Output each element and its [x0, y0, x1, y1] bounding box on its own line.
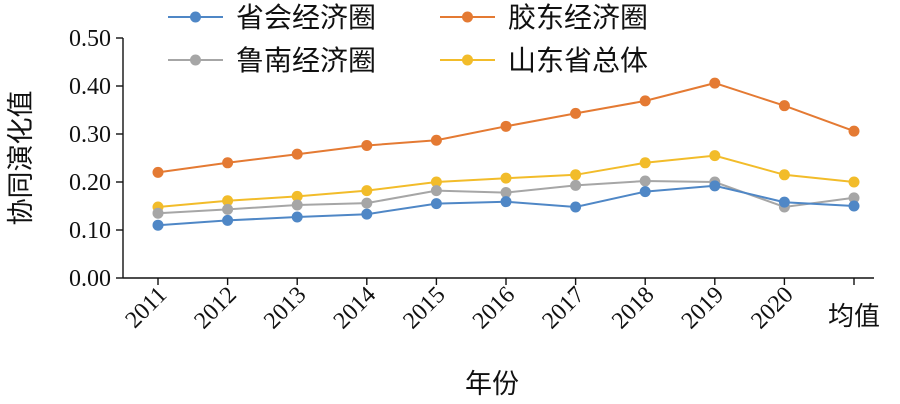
data-point — [222, 195, 234, 207]
data-point — [430, 134, 442, 146]
data-point — [222, 203, 234, 215]
data-point — [500, 172, 512, 184]
series-layer — [152, 77, 860, 231]
y-tick-label: 0.40 — [69, 74, 111, 100]
data-point — [222, 214, 234, 226]
x-tick-label: 2016 — [468, 282, 520, 334]
data-point — [291, 199, 303, 211]
data-point — [500, 196, 512, 208]
x-tick-label: 2020 — [746, 282, 798, 334]
data-point — [570, 169, 582, 181]
data-point — [570, 179, 582, 191]
legend-label: 省会经济圈 — [236, 1, 376, 34]
legend-marker — [190, 54, 201, 66]
data-point — [152, 207, 164, 219]
x-tick-label: 2011 — [121, 282, 173, 334]
y-tick-label: 0.30 — [69, 122, 111, 148]
legend-label: 鲁南经济圈 — [236, 44, 376, 77]
data-point — [848, 200, 860, 212]
legend-item: 山东省总体 — [440, 44, 648, 77]
y-tick-label: 0.10 — [69, 218, 111, 244]
y-tick-label: 0.50 — [69, 26, 111, 52]
data-point — [291, 148, 303, 160]
data-point — [430, 176, 442, 188]
x-tick-label: 2012 — [190, 282, 242, 334]
data-point — [778, 100, 790, 112]
data-point — [361, 208, 373, 220]
legend-marker — [462, 54, 473, 66]
data-point — [430, 185, 442, 197]
y-axis: 0.00 0.10 0.20 0.30 0.40 0.50 — [69, 26, 124, 292]
x-tick-label: 2014 — [329, 282, 381, 334]
x-tick-label: 2013 — [259, 282, 311, 334]
legend-item: 省会经济圈 — [168, 1, 376, 34]
y-tick-label: 0.20 — [69, 170, 111, 196]
data-point — [848, 125, 860, 137]
data-point — [152, 166, 164, 178]
y-tick-label: 0.00 — [69, 266, 111, 292]
legend-label: 胶东经济圈 — [508, 1, 648, 34]
data-point — [778, 196, 790, 208]
data-point — [709, 77, 721, 89]
data-point — [361, 197, 373, 209]
data-point — [570, 107, 582, 119]
y-axis-label: 协同演化值 — [6, 91, 37, 226]
data-point — [361, 185, 373, 197]
x-axis-label: 年份 — [465, 369, 519, 400]
x-tick-label: 2017 — [538, 282, 590, 334]
data-point — [848, 176, 860, 188]
data-point — [778, 169, 790, 181]
data-point — [291, 211, 303, 223]
x-tick-label: 2019 — [677, 282, 729, 334]
data-point — [291, 190, 303, 202]
data-point — [500, 187, 512, 199]
data-point — [222, 157, 234, 169]
legend-label: 山东省总体 — [508, 44, 648, 77]
data-point — [152, 219, 164, 231]
data-point — [430, 198, 442, 210]
series-2 — [152, 77, 860, 178]
data-point — [639, 175, 651, 187]
series-4 — [152, 150, 860, 213]
data-point — [848, 192, 860, 204]
data-point — [570, 201, 582, 213]
legend-marker — [190, 11, 201, 23]
data-point — [639, 157, 651, 169]
legend-marker — [462, 11, 473, 23]
x-axis: 2011 2012 2013 2014 2015 2016 2017 2018 2019 2020… — [121, 277, 880, 334]
legend-item: 鲁南经济圈 — [168, 44, 376, 77]
data-point — [639, 95, 651, 107]
data-point — [500, 120, 512, 132]
series-1 — [152, 180, 860, 231]
data-point — [639, 186, 651, 198]
legend-item: 胶东经济圈 — [440, 1, 648, 34]
data-point — [361, 140, 373, 152]
x-tick-label: 2018 — [607, 282, 659, 334]
data-point — [709, 180, 721, 192]
x-tick-label: 均值 — [828, 302, 880, 332]
x-tick-label: 2015 — [398, 282, 450, 334]
data-point — [709, 150, 721, 162]
